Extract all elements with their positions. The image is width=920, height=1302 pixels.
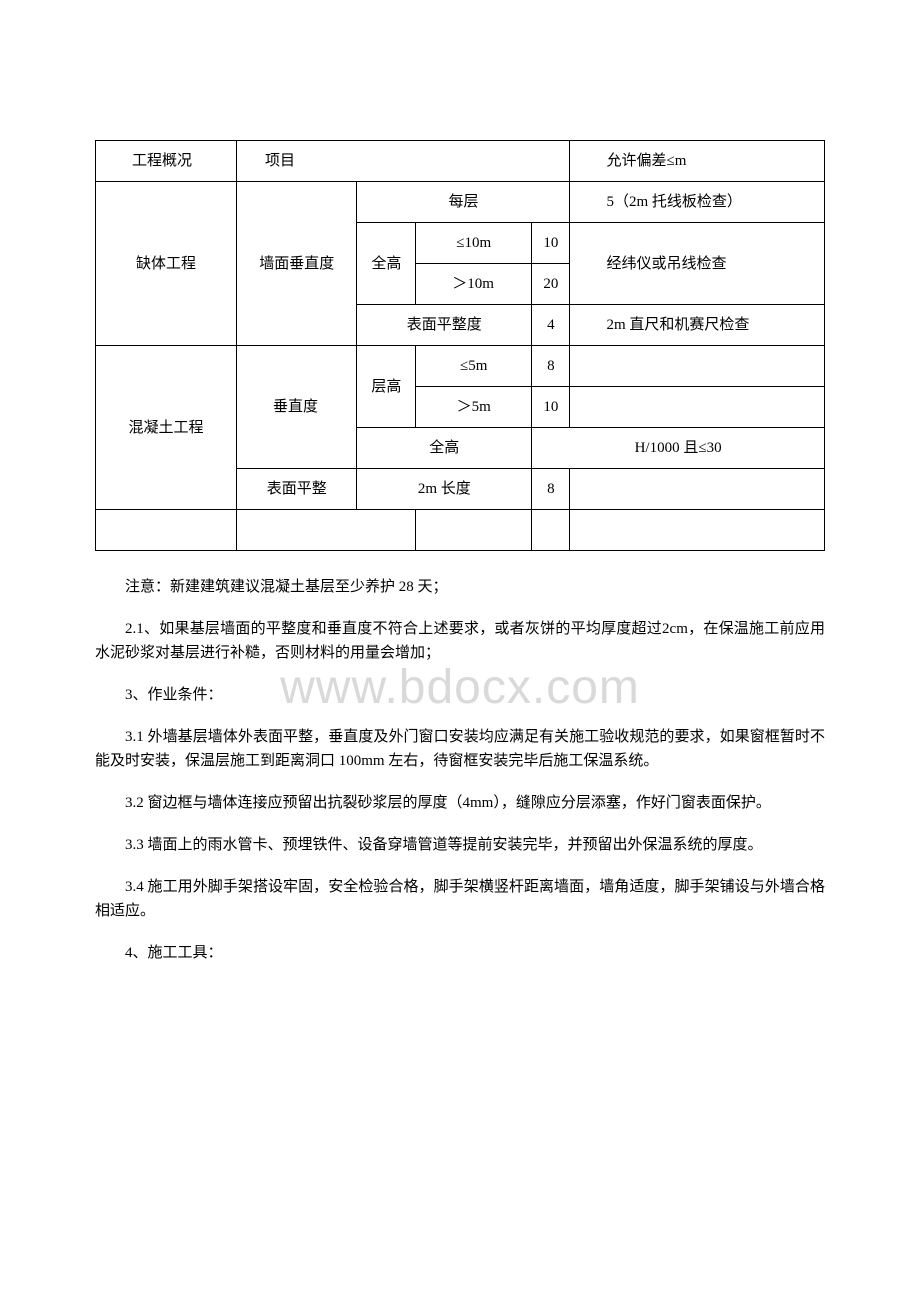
- empty-cell: [236, 510, 415, 551]
- table-empty-row: [96, 510, 825, 551]
- table-header-row: 工程概况 项目 允许偏差≤m: [96, 141, 825, 182]
- section2-label: 混凝土工程: [96, 346, 237, 510]
- empty-cell: [570, 387, 825, 428]
- cell-val: 10: [532, 387, 570, 428]
- paragraph: 3.2 窗边框与墙体连接应预留出抗裂砂浆层的厚度（4mm），缝隙应分层添塞，作好…: [95, 791, 825, 815]
- empty-cell: [96, 510, 237, 551]
- cell-cond: ＞10m: [416, 264, 532, 305]
- cell-cond: ＞5m: [416, 387, 532, 428]
- page-content: 工程概况 项目 允许偏差≤m 缺体工程 墙面垂直度 每层 5（2m 托线板检查）…: [95, 140, 825, 965]
- cell-val: 4: [532, 305, 570, 346]
- header-col1: 工程概况: [96, 141, 237, 182]
- cell-val: 8: [532, 346, 570, 387]
- empty-cell: [570, 346, 825, 387]
- cell-note: 经纬仪或吊线检查: [570, 223, 825, 305]
- empty-cell: [570, 510, 825, 551]
- cell-cond: ≤5m: [416, 346, 532, 387]
- cell-item: 层高: [357, 346, 416, 428]
- specification-table: 工程概况 项目 允许偏差≤m 缺体工程 墙面垂直度 每层 5（2m 托线板检查）…: [95, 140, 825, 551]
- empty-cell: [532, 510, 570, 551]
- empty-cell: [416, 510, 532, 551]
- paragraph: 3.4 施工用外脚手架搭设牢固，安全检验合格，脚手架横竖杆距离墙面，墙角适度，脚…: [95, 875, 825, 923]
- cell-val: H/1000 且≤30: [532, 428, 825, 469]
- paragraph: 2.1、如果基层墙面的平整度和垂直度不符合上述要求，或者灰饼的平均厚度超过2cm…: [95, 617, 825, 665]
- cell-item: 2m 长度: [357, 469, 532, 510]
- cell-item: 全高: [357, 428, 532, 469]
- section2-sublabel1: 垂直度: [236, 346, 356, 469]
- cell-val: 8: [532, 469, 570, 510]
- cell-val: 10: [532, 223, 570, 264]
- empty-cell: [570, 469, 825, 510]
- paragraph: 4、施工工具：: [95, 941, 825, 965]
- cell-value: 5（2m 托线板检查）: [570, 182, 825, 223]
- paragraph: 注意：新建建筑建议混凝土基层至少养护 28 天；: [95, 575, 825, 599]
- section2-sublabel2: 表面平整: [236, 469, 356, 510]
- cell-cond: ≤10m: [416, 223, 532, 264]
- section1-label: 缺体工程: [96, 182, 237, 346]
- cell-item: 每层: [357, 182, 570, 223]
- table-row: 混凝土工程 垂直度 层高 ≤5m 8: [96, 346, 825, 387]
- header-col2: 项目: [236, 141, 570, 182]
- cell-note: 2m 直尺和机赛尺检查: [570, 305, 825, 346]
- cell-val: 20: [532, 264, 570, 305]
- paragraph: 3.1 外墙基层墙体外表面平整，垂直度及外门窗口安装均应满足有关施工验收规范的要…: [95, 725, 825, 773]
- paragraph: 3、作业条件：: [95, 683, 825, 707]
- header-col3: 允许偏差≤m: [570, 141, 825, 182]
- paragraph: 3.3 墙面上的雨水管卡、预埋铁件、设备穿墙管道等提前安装完毕，并预留出外保温系…: [95, 833, 825, 857]
- section1-sublabel: 墙面垂直度: [236, 182, 356, 346]
- cell-item: 表面平整度: [357, 305, 532, 346]
- table-row: 缺体工程 墙面垂直度 每层 5（2m 托线板检查）: [96, 182, 825, 223]
- cell-item: 全高: [357, 223, 416, 305]
